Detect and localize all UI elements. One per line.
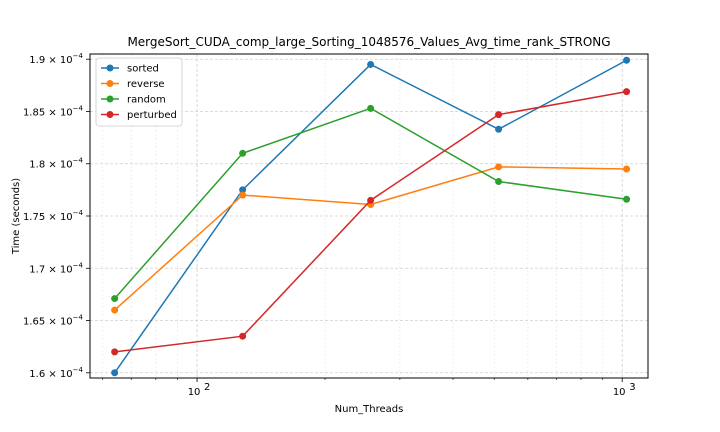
data-point-sorted: [111, 369, 119, 377]
chart-title: MergeSort_CUDA_comp_large_Sorting_104857…: [127, 35, 610, 49]
legend-label: perturbed: [127, 110, 177, 121]
tick-layer: 10 2 10 31.6 × 10−41.65 × 10−41.7 × 10−41.7…: [23, 52, 636, 398]
legend-swatch-marker: [106, 64, 114, 72]
data-point-sorted: [239, 186, 247, 194]
x-axis-label: Num_Threads: [335, 404, 404, 415]
data-point-reverse: [623, 165, 631, 173]
y-tick-label: 1.7 × 10−4: [29, 261, 83, 275]
data-point-perturbed: [623, 88, 631, 96]
y-tick-label: 1.65 × 10−4: [23, 314, 84, 328]
legend-label: random: [127, 95, 166, 106]
data-point-random: [623, 195, 631, 203]
data-point-sorted: [623, 56, 631, 64]
y-tick-label: 1.8 × 10−4: [29, 157, 83, 171]
data-point-random: [367, 104, 375, 112]
data-point-perturbed: [239, 332, 247, 340]
data-point-sorted: [495, 125, 503, 133]
data-point-perturbed: [495, 111, 503, 119]
data-point-reverse: [111, 306, 119, 314]
x-tick-label: 10: [613, 387, 626, 398]
y-tick-label: 1.85 × 10−4: [23, 104, 84, 118]
y-tick-label: 1.75 × 10−4: [23, 209, 84, 223]
data-point-perturbed: [111, 348, 119, 356]
x-tick-exponent: 3: [629, 382, 635, 393]
data-point-random: [495, 178, 503, 186]
legend-box: [95, 57, 183, 127]
data-point-reverse: [239, 191, 247, 199]
y-tick-label: 1.6 × 10−4: [29, 366, 83, 380]
legend-swatch-marker: [106, 111, 114, 118]
series-layer: [111, 56, 631, 377]
data-point-perturbed: [367, 196, 375, 204]
data-point-reverse: [495, 163, 503, 171]
legend-swatch-marker: [106, 80, 114, 87]
x-tick-label: 10: [188, 387, 201, 398]
data-point-random: [111, 295, 119, 303]
legend-swatch-marker: [106, 95, 114, 103]
legend-label: sorted: [127, 64, 159, 75]
data-point-random: [239, 149, 247, 157]
legend: sorted reverse random perturbed: [95, 57, 183, 127]
x-tick-exponent: 2: [204, 382, 210, 393]
y-tick-label: 1.9 × 10−4: [29, 52, 83, 66]
data-point-sorted: [367, 60, 375, 68]
legend-label: reverse: [127, 79, 165, 90]
y-axis-label: Time (seconds): [11, 178, 22, 255]
